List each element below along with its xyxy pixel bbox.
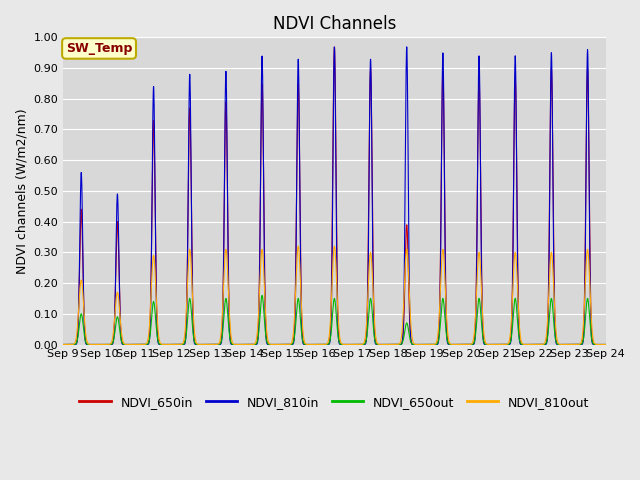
NDVI_650out (60, 342, 67, 348)
NDVI_810in (268, 342, 275, 348)
NDVI_650in (331, 44, 339, 50)
NDVI_650in (602, 342, 609, 348)
NDVI_650in (121, 342, 129, 348)
NDVI_810in (602, 342, 609, 348)
NDVI_810in (291, 327, 298, 333)
NDVI_650in (268, 342, 275, 348)
NDVI_650in (533, 342, 541, 348)
NDVI_810out (268, 342, 275, 348)
NDVI_810out (121, 341, 129, 347)
NDVI_810in (533, 342, 541, 348)
Y-axis label: NDVI channels (W/m2/nm): NDVI channels (W/m2/nm) (15, 108, 28, 274)
NDVI_650out (533, 342, 541, 348)
NDVI_810in (403, 44, 410, 50)
Line: NDVI_810out: NDVI_810out (63, 246, 605, 345)
NDVI_810out (154, 315, 161, 321)
Title: NDVI Channels: NDVI Channels (273, 15, 396, 33)
NDVI_650out (259, 292, 266, 298)
NDVI_650out (121, 342, 129, 348)
NDVI_650out (291, 331, 299, 336)
Line: NDVI_650in: NDVI_650in (63, 47, 605, 345)
NDVI_650in (591, 342, 599, 348)
Line: NDVI_650out: NDVI_650out (63, 295, 605, 345)
NDVI_810out (602, 342, 609, 348)
NDVI_810in (60, 342, 67, 348)
NDVI_650out (602, 342, 609, 348)
NDVI_810in (154, 331, 161, 336)
NDVI_650out (591, 342, 599, 348)
NDVI_810out (291, 310, 298, 316)
NDVI_810out (533, 342, 541, 348)
NDVI_650out (268, 342, 275, 348)
NDVI_810out (60, 342, 67, 348)
NDVI_650in (291, 317, 298, 323)
NDVI_810in (121, 342, 129, 348)
Legend: NDVI_650in, NDVI_810in, NDVI_650out, NDVI_810out: NDVI_650in, NDVI_810in, NDVI_650out, NDV… (74, 391, 595, 414)
Text: SW_Temp: SW_Temp (66, 42, 132, 55)
NDVI_810out (294, 243, 302, 249)
NDVI_810in (591, 342, 599, 348)
NDVI_650out (154, 334, 161, 339)
NDVI_650in (154, 324, 161, 329)
NDVI_650in (60, 342, 67, 348)
NDVI_810out (591, 341, 599, 347)
Line: NDVI_810in: NDVI_810in (63, 47, 605, 345)
